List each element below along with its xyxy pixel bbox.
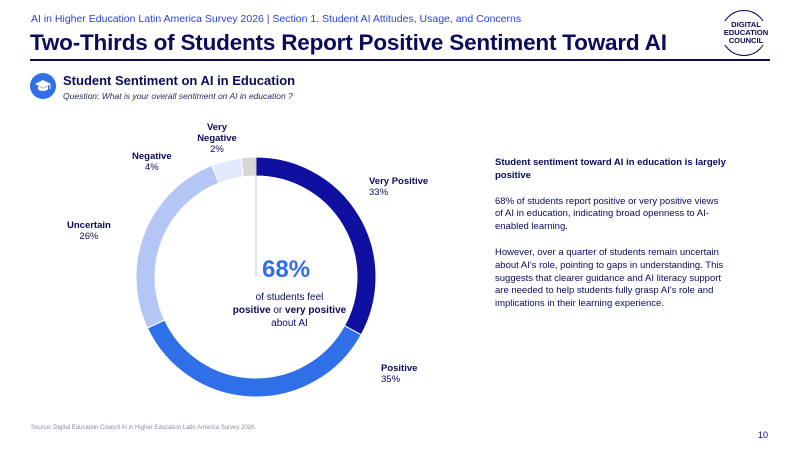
insight-heading: Student sentiment toward AI in education… (495, 157, 726, 181)
center-caption: of students feel positive or very positi… (232, 291, 347, 330)
label-negative-name: Negative (132, 151, 172, 162)
donut-slice-positive (146, 319, 362, 398)
label-very-positive-value: 33% (369, 187, 389, 198)
title-divider (30, 59, 770, 61)
center-caption-pre: of students feel (255, 292, 324, 303)
center-percentage: 68% (262, 256, 311, 283)
donut-slice-uncertain (135, 164, 220, 329)
donut-slice-very-negative (240, 156, 257, 178)
logo-line-2: EDUCATION (719, 29, 773, 37)
label-negative: Negative 4% (132, 151, 172, 173)
page-title: Two-Thirds of Students Report Positive S… (30, 30, 667, 55)
label-positive-name: Positive (381, 363, 418, 374)
label-uncertain-value: 26% (79, 231, 99, 242)
label-very-negative: Very Negative 2% (192, 122, 242, 155)
insight-paragraph-1: 68% of students report positive or very … (495, 195, 719, 233)
insight-paragraph-2: However, over a quarter of students rema… (495, 246, 724, 310)
label-uncertain-name: Uncertain (67, 220, 111, 231)
center-caption-bold-positive: positive (232, 305, 271, 316)
label-very-positive: Very Positive 33% (369, 176, 428, 198)
logo-line-1: DIGITAL (719, 21, 773, 29)
center-caption-bold-very: very positive (285, 305, 347, 316)
center-caption-post: about AI (271, 318, 308, 329)
logo-line-3: COUNCIL (719, 37, 773, 45)
label-uncertain: Uncertain 26% (67, 220, 111, 242)
label-very-negative-name: Very Negative (197, 122, 237, 144)
survey-question: Question: What is your overall sentiment… (63, 91, 293, 101)
section-title: Student Sentiment on AI in Education (63, 73, 296, 88)
label-very-positive-name: Very Positive (369, 176, 429, 187)
report-supertitle: AI in Higher Education Latin America Sur… (31, 13, 522, 25)
label-positive-value: 35% (381, 374, 401, 385)
label-negative-value: 4% (144, 162, 159, 173)
insight-panel: Student sentiment toward AI in education… (495, 157, 727, 324)
source-note: Source: Digital Education Council AI in … (31, 425, 257, 431)
label-very-negative-value: 2% (210, 144, 224, 155)
council-logo: DIGITAL EDUCATION COUNCIL (719, 9, 773, 56)
label-positive: Positive 35% (381, 363, 417, 385)
graduation-cap-icon (30, 73, 56, 99)
page-number: 10 (758, 430, 769, 440)
center-caption-or: or (273, 305, 283, 316)
